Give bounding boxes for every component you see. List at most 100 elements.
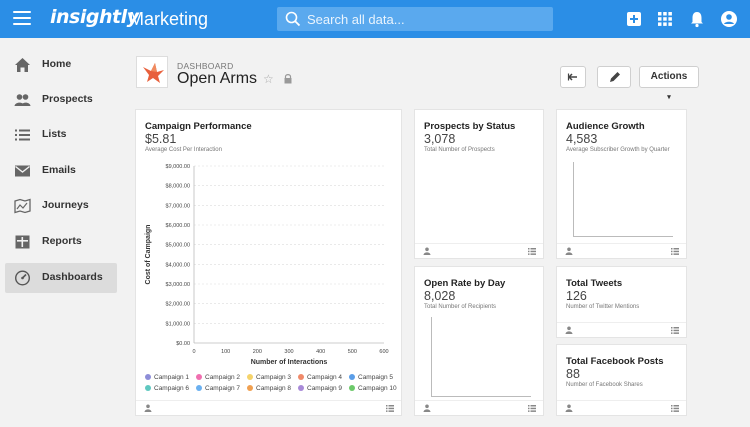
legend-item[interactable]: Campaign 2 xyxy=(196,374,240,381)
card-footer xyxy=(557,400,686,415)
y-tick-label: $3,000.00 xyxy=(166,282,190,288)
legend-item[interactable]: Campaign 7 xyxy=(196,385,240,392)
legend-item[interactable]: Campaign 1 xyxy=(145,374,189,381)
legend-label: Campaign 9 xyxy=(307,385,343,392)
card-subtitle: Total Number of Prospects xyxy=(424,147,495,153)
legend-label: Campaign 2 xyxy=(205,374,241,381)
y-tick-label: $6,000.00 xyxy=(166,223,190,229)
person-icon[interactable] xyxy=(423,247,431,255)
legend-swatch xyxy=(247,385,253,391)
y-tick-label: $7,000.00 xyxy=(166,203,190,209)
dashboard-logo xyxy=(136,56,168,88)
list-view-icon[interactable] xyxy=(671,327,679,334)
mini-chart-axis xyxy=(573,162,673,237)
card-subtitle: Total Number of Recipients xyxy=(424,304,497,310)
card-total-tweets[interactable]: Total Tweets 126 Number of Twitter Menti… xyxy=(556,266,687,338)
map-icon xyxy=(14,198,31,214)
legend-swatch xyxy=(145,374,151,380)
y-tick-label: $1,000.00 xyxy=(166,321,190,327)
card-title: Campaign Performance xyxy=(145,121,252,132)
list-view-icon[interactable] xyxy=(386,405,394,412)
user-account-icon[interactable] xyxy=(720,10,738,28)
sidebar-item-prospects[interactable]: Prospects xyxy=(5,85,117,115)
card-title: Total Facebook Posts xyxy=(566,356,664,367)
person-icon[interactable] xyxy=(423,404,431,412)
sidebar-item-emails[interactable]: Emails xyxy=(5,156,117,186)
legend-item[interactable]: Campaign 9 xyxy=(298,385,342,392)
app-logo[interactable]: insightly xyxy=(50,6,139,28)
legend-item[interactable]: Campaign 4 xyxy=(298,374,342,381)
person-icon[interactable] xyxy=(144,404,152,412)
legend-swatch xyxy=(247,374,253,380)
sidebar-item-reports[interactable]: Reports xyxy=(5,227,117,257)
card-open-rate-by-day[interactable]: Open Rate by Day 8,028 Total Number of R… xyxy=(414,266,544,416)
x-tick-label: 0 xyxy=(192,349,195,355)
sidebar-item-label: Emails xyxy=(42,164,76,176)
card-value: 3,078 xyxy=(424,132,456,146)
people-icon xyxy=(14,94,31,106)
card-value: 88 xyxy=(566,367,580,381)
legend-item[interactable]: Campaign 3 xyxy=(247,374,291,381)
caret-down-icon: ▾ xyxy=(667,94,671,101)
lock-icon xyxy=(284,74,292,84)
card-subtitle: Number of Twitter Mentions xyxy=(566,304,640,310)
legend-item[interactable]: Campaign 10 xyxy=(349,385,397,392)
home-icon xyxy=(15,58,30,72)
top-bar: insightly Marketing xyxy=(0,0,750,38)
sidebar-item-journeys[interactable]: Journeys xyxy=(5,191,117,221)
dashboard-icon xyxy=(14,270,31,286)
list-view-icon[interactable] xyxy=(671,248,679,255)
sidebar-item-label: Journeys xyxy=(42,199,89,211)
legend-label: Campaign 5 xyxy=(358,374,394,381)
legend-item[interactable]: Campaign 5 xyxy=(349,374,393,381)
star-icon[interactable]: ☆ xyxy=(263,72,274,86)
mini-chart-axis xyxy=(431,317,531,397)
back-button[interactable] xyxy=(560,66,586,88)
search-input[interactable] xyxy=(307,9,547,29)
actions-dropdown[interactable]: Actions ▾ xyxy=(639,66,699,101)
person-icon[interactable] xyxy=(565,326,573,334)
card-value: 126 xyxy=(566,289,587,303)
edit-button[interactable] xyxy=(597,66,631,88)
sidebar-item-lists[interactable]: Lists xyxy=(5,120,117,150)
sidebar-item-dashboards[interactable]: Dashboards xyxy=(5,263,117,293)
legend-item[interactable]: Campaign 8 xyxy=(247,385,291,392)
y-tick-label: $8,000.00 xyxy=(166,184,190,190)
app-title: Marketing xyxy=(129,9,209,29)
sidebar-item-home[interactable]: Home xyxy=(5,50,117,80)
notifications-bell-icon[interactable] xyxy=(688,10,706,28)
sidebar-item-label: Home xyxy=(42,58,72,70)
y-tick-label: $0.00 xyxy=(176,341,190,347)
email-icon xyxy=(15,165,30,177)
person-icon[interactable] xyxy=(565,247,573,255)
card-footer xyxy=(415,400,543,415)
y-tick-label: $5,000.00 xyxy=(166,243,190,249)
card-prospects-by-status[interactable]: Prospects by Status 3,078 Total Number o… xyxy=(414,109,544,259)
legend-item[interactable]: Campaign 6 xyxy=(145,385,189,392)
pencil-icon xyxy=(610,72,620,82)
card-footer xyxy=(557,243,686,258)
sidebar: Home Prospects Lists Emails Journeys Rep… xyxy=(0,38,124,427)
legend-label: Campaign 6 xyxy=(154,385,190,392)
card-value: $5.81 xyxy=(145,132,177,146)
list-view-icon[interactable] xyxy=(528,405,536,412)
list-icon xyxy=(15,129,30,141)
sidebar-item-label: Lists xyxy=(42,128,67,140)
menu-icon[interactable] xyxy=(13,11,31,25)
list-view-icon[interactable] xyxy=(528,248,536,255)
card-audience-growth[interactable]: Audience Growth 4,583 Average Subscriber… xyxy=(556,109,687,259)
legend-swatch xyxy=(349,385,355,391)
apps-grid-icon[interactable] xyxy=(656,10,674,28)
page-title: Open Arms xyxy=(177,70,258,87)
card-total-facebook-posts[interactable]: Total Facebook Posts 88 Number of Facebo… xyxy=(556,344,687,416)
dashboard-label: DASHBOARD xyxy=(177,61,234,71)
card-campaign-performance[interactable]: Campaign Performance $5.81 Average Cost … xyxy=(135,109,402,416)
legend-swatch xyxy=(298,385,304,391)
list-view-icon[interactable] xyxy=(671,405,679,412)
card-footer xyxy=(557,322,686,337)
legend-label: Campaign 3 xyxy=(256,374,292,381)
y-axis-label: Cost of Campaign xyxy=(145,225,152,285)
add-icon[interactable] xyxy=(625,10,643,28)
search-box[interactable] xyxy=(277,7,553,31)
person-icon[interactable] xyxy=(565,404,573,412)
